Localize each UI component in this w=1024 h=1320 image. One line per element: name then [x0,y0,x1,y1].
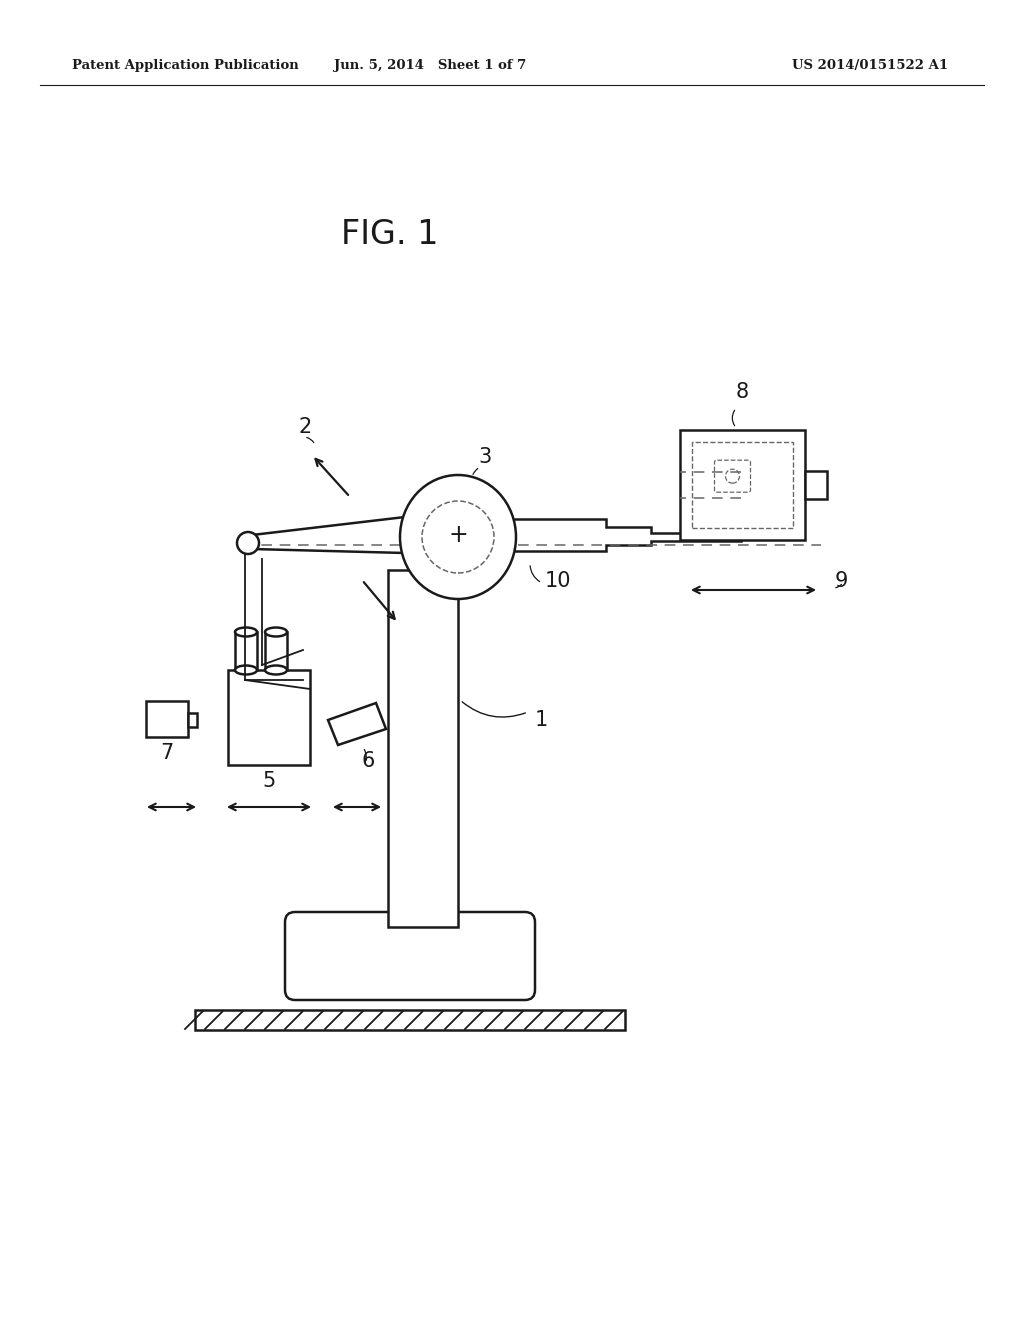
Text: FIG. 1: FIG. 1 [341,219,438,252]
Ellipse shape [400,475,516,599]
Circle shape [237,532,259,554]
Circle shape [725,469,739,483]
Bar [228,671,310,766]
Bar [188,713,197,727]
Text: +: + [449,523,468,546]
FancyBboxPatch shape [715,461,751,492]
Text: 7: 7 [161,743,174,763]
Text: 8: 8 [736,381,750,403]
Text: US 2014/0151522 A1: US 2014/0151522 A1 [792,58,948,71]
Bar [146,701,188,737]
Text: 1: 1 [535,710,548,730]
Bar [680,430,805,540]
Bar [388,570,458,927]
Ellipse shape [234,665,257,675]
Text: Patent Application Publication: Patent Application Publication [72,58,299,71]
Bar [692,442,793,528]
Polygon shape [328,704,386,744]
Bar [265,632,287,671]
FancyBboxPatch shape [285,912,535,1001]
Bar [195,1010,625,1030]
Ellipse shape [265,627,287,636]
Bar [805,471,827,499]
Text: 2: 2 [298,417,311,437]
Text: 5: 5 [262,771,275,791]
Polygon shape [511,519,741,550]
Text: 10: 10 [545,572,571,591]
Ellipse shape [265,665,287,675]
Polygon shape [252,517,406,553]
Ellipse shape [234,627,257,636]
Text: Jun. 5, 2014   Sheet 1 of 7: Jun. 5, 2014 Sheet 1 of 7 [334,58,526,71]
Text: 3: 3 [478,447,492,467]
Text: 9: 9 [835,572,848,591]
Bar [234,632,257,671]
Ellipse shape [422,502,494,573]
Text: 6: 6 [361,751,375,771]
